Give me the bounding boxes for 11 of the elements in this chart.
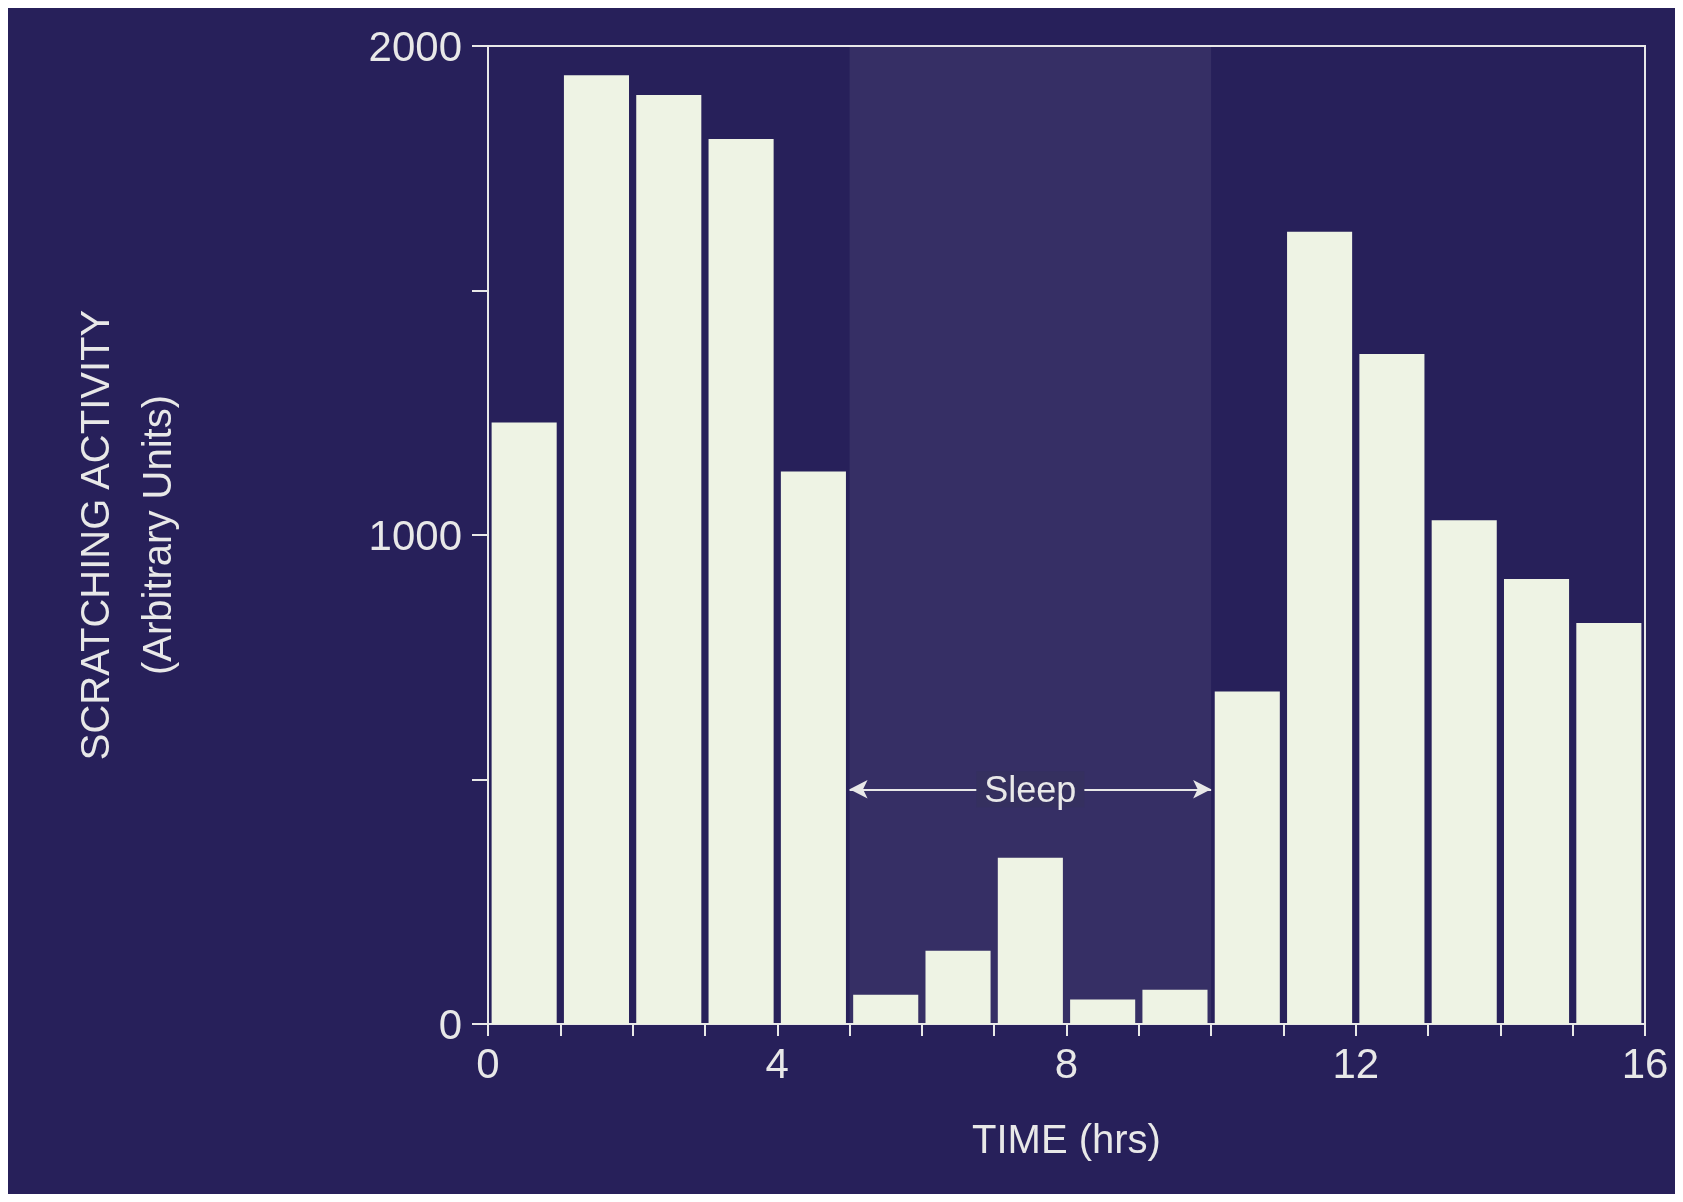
x-axis-title: TIME (hrs) <box>972 1117 1161 1161</box>
x-tick-label: 4 <box>765 1039 789 1087</box>
x-tick-label: 0 <box>476 1039 500 1087</box>
x-tick-label: 8 <box>1054 1039 1079 1087</box>
y-tick-label: 1000 <box>368 511 462 559</box>
y-tick-label: 0 <box>438 1000 462 1048</box>
y-tick-label: 2000 <box>368 22 462 70</box>
x-tick-label: 16 <box>1621 1039 1669 1087</box>
x-tick-label: 12 <box>1332 1039 1380 1087</box>
band-label: Sleep <box>984 768 1077 810</box>
y-axis-title: SCRATCHING ACTIVITY (Arbitrary Units) <box>73 309 179 761</box>
